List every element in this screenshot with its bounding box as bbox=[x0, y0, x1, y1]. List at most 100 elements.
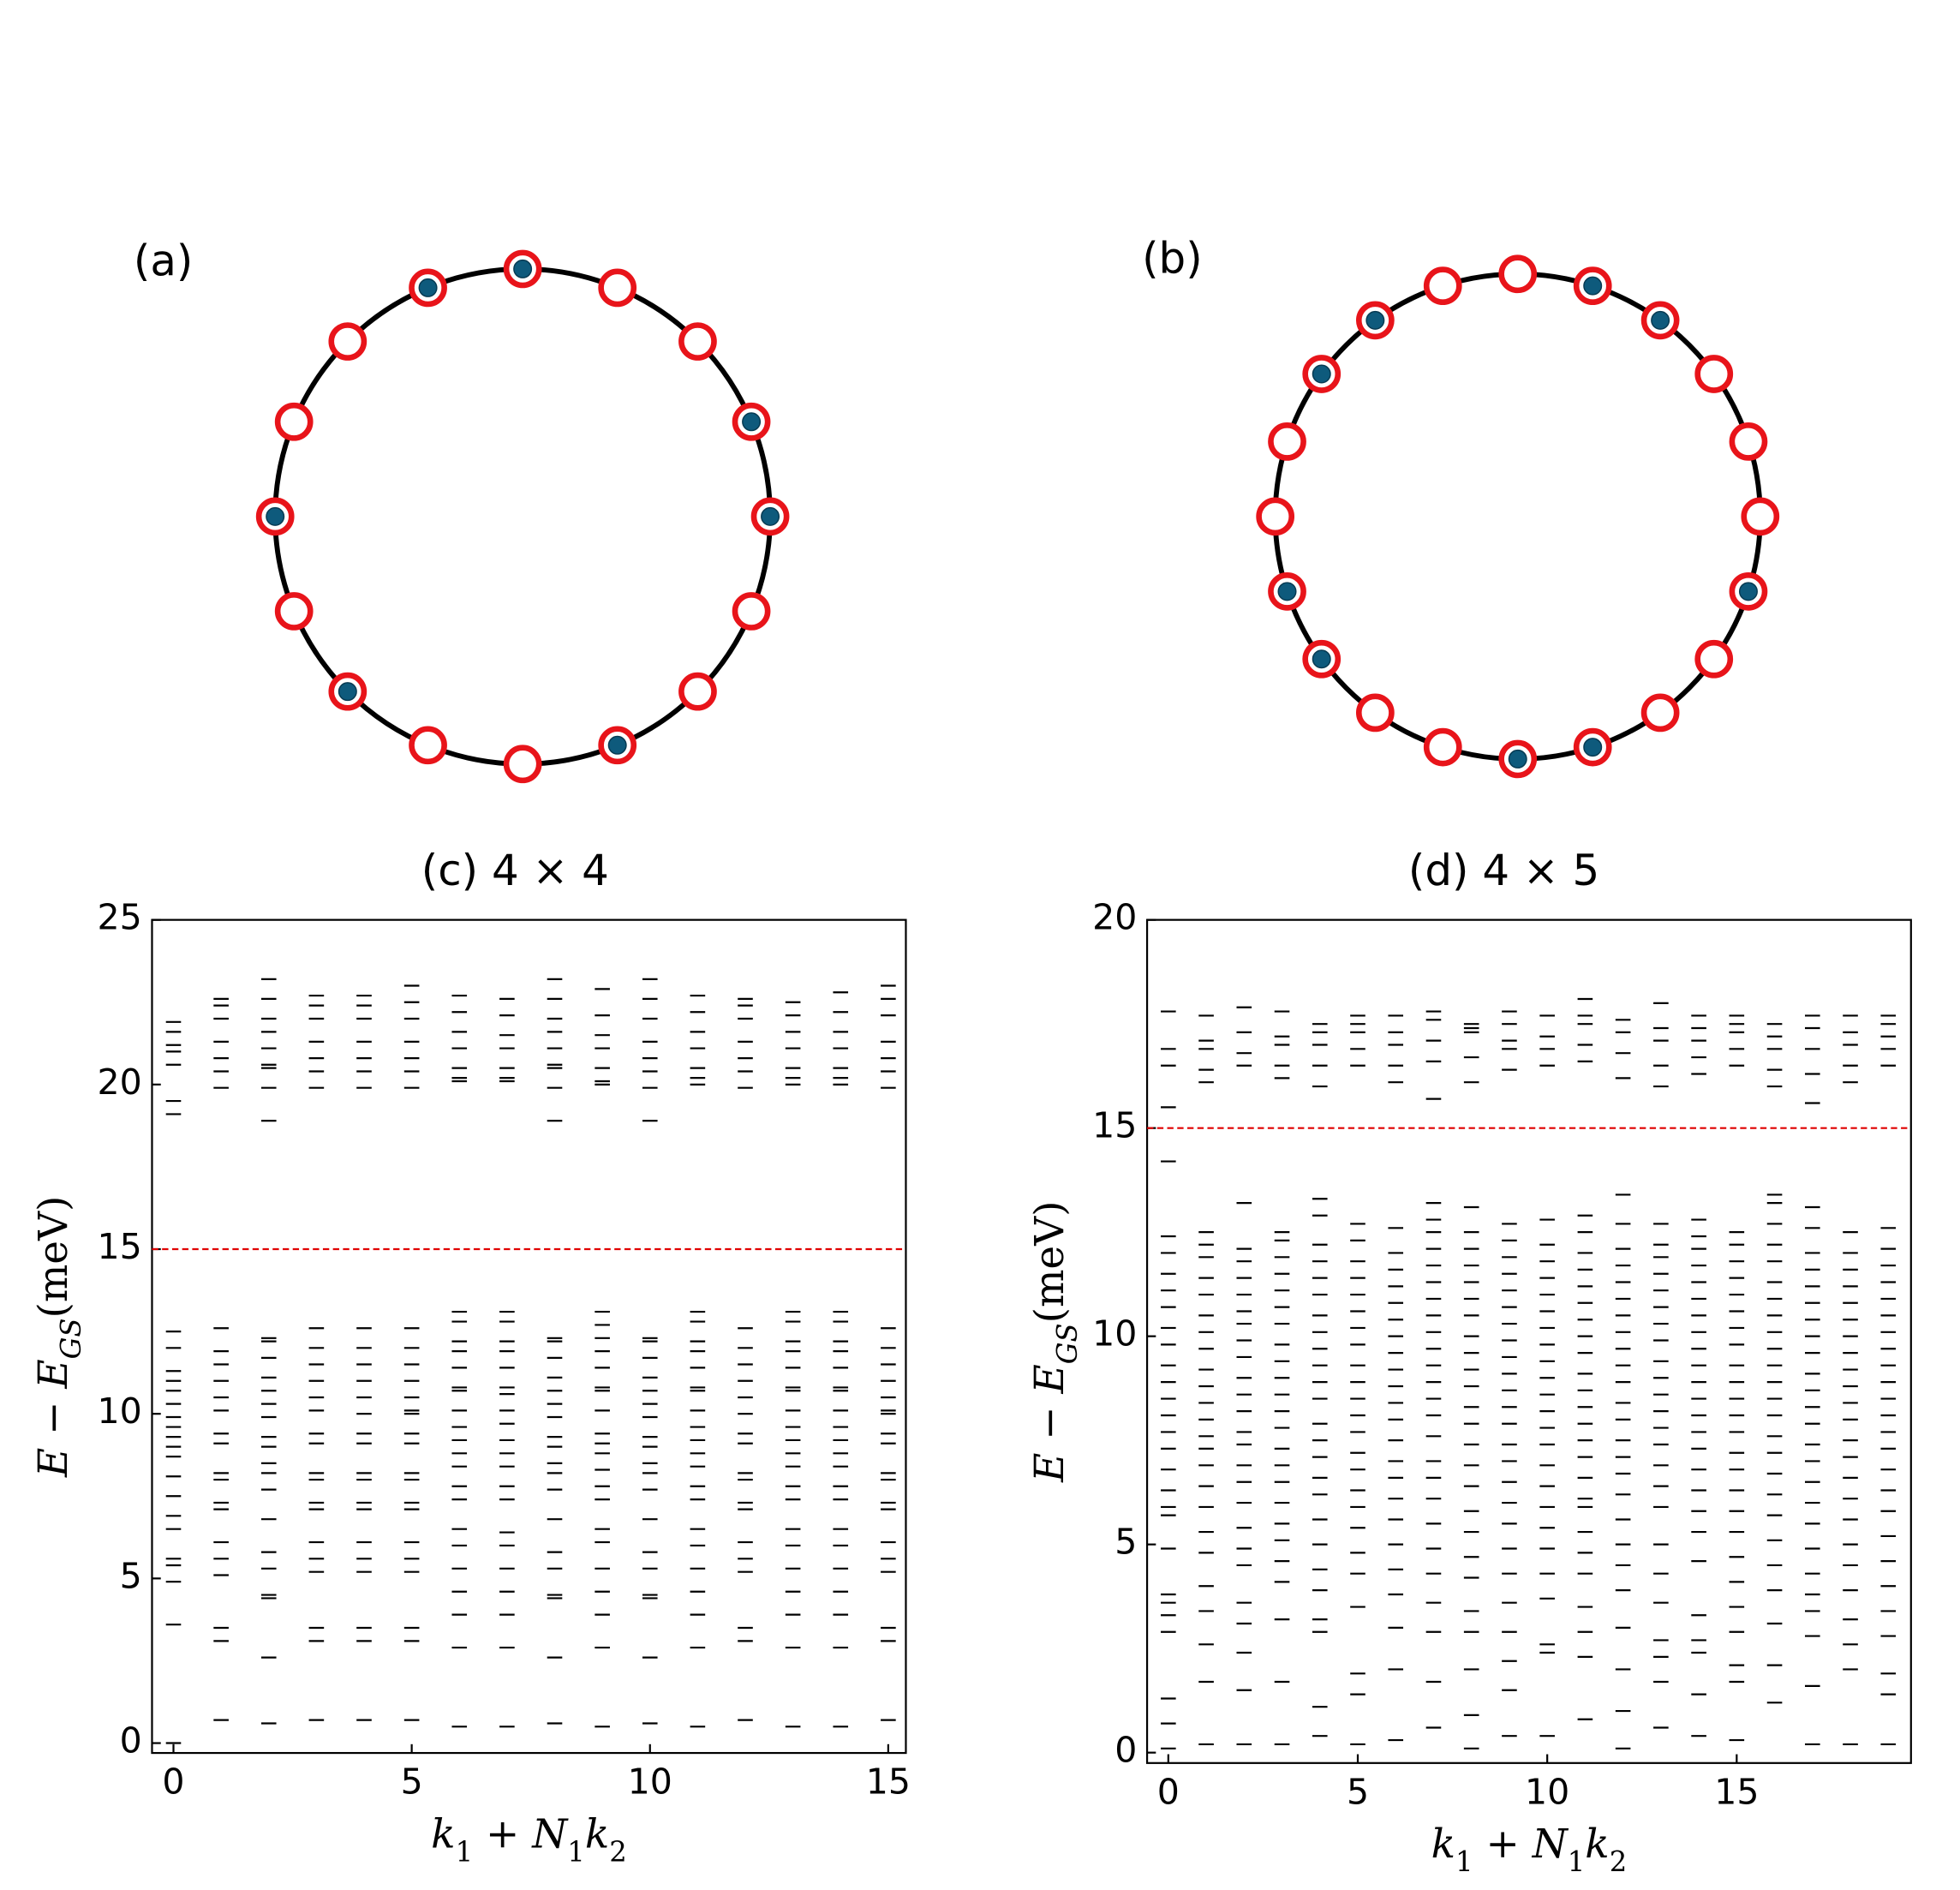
electron bbox=[1365, 310, 1385, 330]
y-tick-label: 10 bbox=[1092, 1313, 1137, 1355]
y-label-part: E − E bbox=[1026, 1364, 1073, 1483]
site bbox=[274, 592, 314, 631]
x-label-part: k bbox=[431, 1810, 455, 1857]
y-axis-label: E − EGS(meV) bbox=[30, 1196, 87, 1478]
site-ring bbox=[1423, 266, 1462, 306]
x-label-part: 1 bbox=[567, 1835, 585, 1868]
site bbox=[1640, 301, 1680, 340]
x-tick-label: 10 bbox=[1525, 1771, 1569, 1812]
y-tick-label: 15 bbox=[1092, 1105, 1137, 1146]
site bbox=[1498, 739, 1538, 779]
site bbox=[732, 592, 771, 631]
electron bbox=[1312, 364, 1331, 384]
site bbox=[598, 726, 637, 765]
site bbox=[1256, 497, 1295, 536]
site-ring bbox=[1256, 497, 1295, 536]
site bbox=[1729, 571, 1768, 611]
x-tick-label: 5 bbox=[401, 1761, 423, 1803]
y-label-part: (meV) bbox=[30, 1196, 77, 1319]
site-ring bbox=[1694, 639, 1734, 679]
x-label-part: k bbox=[1431, 1821, 1455, 1868]
electron bbox=[1651, 310, 1670, 330]
site bbox=[255, 497, 295, 536]
site bbox=[598, 268, 637, 308]
site bbox=[1640, 693, 1680, 733]
y-tick-label: 0 bbox=[120, 1720, 142, 1761]
site-ring bbox=[1694, 355, 1734, 393]
ring bbox=[1272, 271, 1763, 762]
y-label-part: (meV) bbox=[1026, 1201, 1073, 1324]
x-tick-label: 10 bbox=[628, 1761, 672, 1803]
site bbox=[1355, 301, 1395, 340]
panel-label: (a) bbox=[134, 236, 193, 286]
site bbox=[732, 402, 771, 441]
panel-title: (d) 4 × 5 bbox=[1408, 846, 1599, 895]
site bbox=[1268, 571, 1306, 611]
x-label-part: 2 bbox=[1610, 1845, 1628, 1878]
site-ring bbox=[1423, 727, 1462, 767]
site bbox=[678, 322, 717, 361]
site bbox=[328, 672, 368, 711]
plot-frame bbox=[1145, 918, 1912, 1764]
panel-label: (b) bbox=[1142, 234, 1203, 284]
site-ring bbox=[678, 672, 717, 711]
y-tick-label: 10 bbox=[97, 1391, 141, 1432]
x-label-part: 1 bbox=[1568, 1845, 1586, 1878]
site bbox=[1355, 693, 1395, 733]
y-tick-label: 20 bbox=[97, 1062, 141, 1103]
electron bbox=[513, 259, 533, 278]
y-label-part: E − E bbox=[30, 1359, 77, 1478]
site bbox=[1573, 727, 1612, 767]
electron bbox=[607, 735, 627, 755]
y-axis-label: E − EGS(meV) bbox=[1026, 1201, 1084, 1483]
site bbox=[503, 249, 542, 289]
x-tick-label: 15 bbox=[866, 1761, 911, 1803]
panel-title: (c) 4 × 4 bbox=[421, 846, 609, 895]
x-label-part: k bbox=[1585, 1821, 1609, 1868]
x-tick-label: 15 bbox=[1714, 1771, 1759, 1812]
site-ring bbox=[1729, 422, 1768, 461]
site bbox=[1694, 355, 1734, 393]
x-label-part: + N bbox=[1473, 1821, 1569, 1868]
electron bbox=[761, 506, 780, 526]
x-tick-label: 5 bbox=[1347, 1771, 1369, 1812]
site bbox=[1498, 254, 1538, 294]
site-ring bbox=[1268, 422, 1306, 461]
electron bbox=[1738, 582, 1758, 601]
site-ring bbox=[1640, 693, 1680, 733]
electron bbox=[1312, 649, 1331, 669]
electron bbox=[266, 506, 285, 526]
site bbox=[1423, 266, 1462, 306]
site bbox=[1741, 497, 1780, 536]
electron bbox=[1277, 582, 1297, 601]
electron bbox=[1583, 276, 1603, 296]
site-ring bbox=[274, 592, 314, 631]
site-ring bbox=[409, 726, 447, 765]
y-tick-label: 5 bbox=[120, 1555, 142, 1596]
site-ring bbox=[732, 592, 771, 631]
site bbox=[409, 726, 447, 765]
x-tick-label: 0 bbox=[1157, 1771, 1180, 1812]
site-ring bbox=[274, 402, 314, 441]
x-axis-label: k1 + N1k2 bbox=[431, 1810, 627, 1868]
y-tick-label: 20 bbox=[1092, 897, 1137, 938]
y-label-part: GS bbox=[1051, 1323, 1084, 1364]
electron bbox=[1583, 738, 1603, 757]
y-tick-label: 25 bbox=[97, 897, 141, 938]
x-label-part: 2 bbox=[609, 1835, 627, 1868]
electron bbox=[742, 412, 762, 432]
site-ring bbox=[1741, 497, 1780, 536]
site bbox=[409, 268, 447, 308]
site bbox=[274, 402, 314, 441]
site bbox=[503, 745, 542, 784]
site bbox=[750, 497, 790, 536]
x-label-part: + N bbox=[473, 1810, 569, 1857]
site bbox=[1268, 422, 1306, 461]
site bbox=[328, 322, 368, 361]
site bbox=[1302, 355, 1342, 393]
site bbox=[1729, 422, 1768, 461]
y-label-part: GS bbox=[55, 1318, 87, 1359]
site bbox=[1423, 727, 1462, 767]
